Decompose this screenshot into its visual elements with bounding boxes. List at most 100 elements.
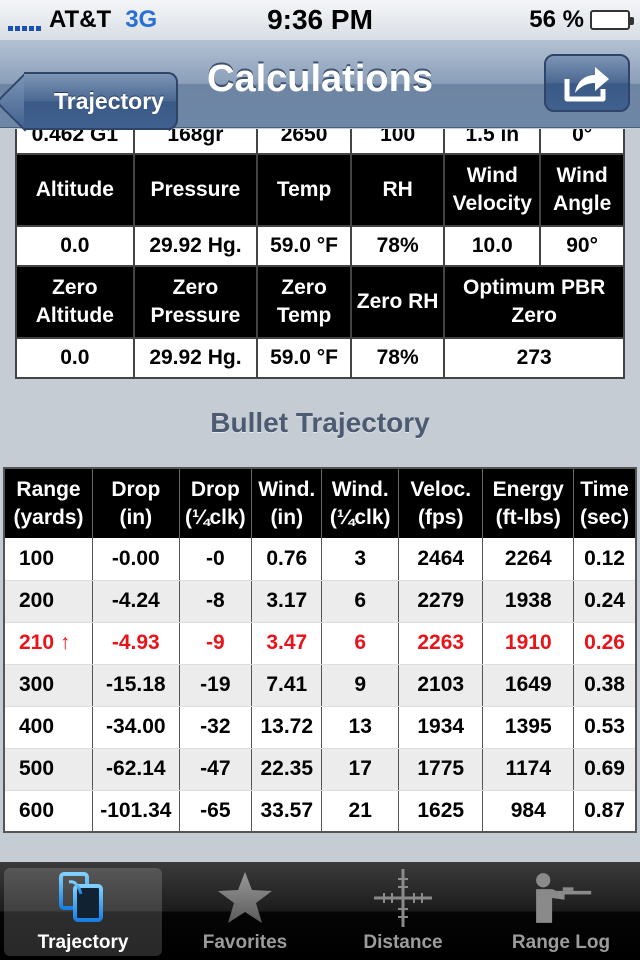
- header-wind-velocity: Wind Velocity: [443, 153, 542, 227]
- status-bar: AT&T 3G 9:36 PM 56 %: [0, 0, 640, 40]
- param-sight-height: 1.5 in: [443, 129, 542, 155]
- crosshair-icon: [374, 869, 432, 927]
- value-zero-altitude: 0.0: [15, 337, 135, 379]
- cell-wind-clk: 6: [321, 580, 399, 623]
- header-optimum-pbr-zero: Optimum PBR Zero: [443, 265, 625, 339]
- cell-wind-in: 33.57: [251, 790, 323, 833]
- value-pressure: 29.92 Hg.: [132, 225, 259, 267]
- back-button[interactable]: Trajectory: [24, 72, 178, 130]
- col-drop-clk: Drop (¼clk): [179, 468, 253, 538]
- header-zero-rh: Zero RH: [349, 265, 446, 339]
- tab-favorites[interactable]: Favorites: [166, 862, 324, 960]
- page-title: Calculations: [207, 58, 433, 100]
- tab-trajectory[interactable]: Trajectory: [4, 868, 162, 956]
- cell-wind-clk: 3: [321, 538, 399, 581]
- network-type: 3G: [125, 6, 158, 33]
- cell-energy: 1910: [482, 622, 575, 665]
- battery-percent: 56 %: [529, 6, 584, 33]
- cell-range: 600: [4, 790, 94, 833]
- value-zero-temp: 59.0 °F: [256, 337, 352, 379]
- rifleman-icon: [536, 873, 592, 923]
- table-row: 210 ↑ -4.93 -9 3.47 6 2263 1910 0.26: [4, 622, 637, 665]
- value-zero-rh: 78%: [349, 337, 446, 379]
- cell-velocity: 2103: [398, 664, 484, 707]
- cell-energy: 2264: [482, 538, 575, 581]
- cell-energy: 1395: [482, 706, 575, 749]
- value-zero-pressure: 29.92 Hg.: [132, 337, 259, 379]
- cell-wind-clk: 21: [321, 790, 399, 833]
- col-wind-clk: Wind. (¼clk): [321, 468, 399, 538]
- cell-range: 300: [4, 664, 94, 707]
- value-optimum-pbr-zero: 273: [443, 337, 625, 379]
- cell-velocity: 2279: [398, 580, 484, 623]
- tab-range-log[interactable]: Range Log: [482, 862, 640, 960]
- header-altitude: Altitude: [15, 153, 135, 227]
- trajectory-table: Range (yards) Drop (in) Drop (¼clk) Wind…: [3, 467, 637, 833]
- cell-drop-in: -101.34: [92, 790, 180, 833]
- content-scroll[interactable]: 0.462 G1 168gr 2650 100 1.5 in 0° Altitu…: [0, 129, 640, 862]
- cell-time: 0.12: [573, 538, 637, 581]
- params-header-row-2: Zero Altitude Zero Pressure Zero Temp Ze…: [15, 265, 625, 339]
- cell-range: 210 ↑: [4, 622, 94, 665]
- navigation-bar: Trajectory Calculations: [0, 40, 640, 130]
- cell-wind-in: 0.76: [251, 538, 323, 581]
- share-button[interactable]: [544, 54, 630, 112]
- cell-velocity: 1625: [398, 790, 484, 833]
- cell-time: 0.53: [573, 706, 637, 749]
- params-header-row-1: Altitude Pressure Temp RH Wind Velocity …: [15, 153, 625, 227]
- cell-energy: 1174: [482, 748, 575, 791]
- parameters-table: 0.462 G1 168gr 2650 100 1.5 in 0° Altitu…: [15, 129, 625, 379]
- cell-velocity: 2263: [398, 622, 484, 665]
- table-row: 300 -15.18 -19 7.41 9 2103 1649 0.38: [4, 664, 637, 707]
- cell-energy: 1649: [482, 664, 575, 707]
- value-wind-angle: 90°: [539, 225, 625, 267]
- cell-wind-in: 13.72: [251, 706, 323, 749]
- cell-drop-clk: -65: [179, 790, 253, 833]
- cell-drop-in: -4.24: [92, 580, 180, 623]
- cell-wind-clk: 17: [321, 748, 399, 791]
- cell-time: 0.38: [573, 664, 637, 707]
- carrier-name: AT&T: [49, 6, 112, 33]
- battery-icon: [590, 10, 634, 30]
- cell-drop-in: -15.18: [92, 664, 180, 707]
- clock: 9:36 PM: [267, 4, 373, 35]
- cell-time: 0.69: [573, 748, 637, 791]
- header-rh: RH: [349, 153, 446, 227]
- cell-drop-clk: -9: [179, 622, 253, 665]
- params-value-row-1: 0.0 29.92 Hg. 59.0 °F 78% 10.0 90°: [15, 225, 625, 267]
- value-temp: 59.0 °F: [256, 225, 352, 267]
- col-energy: Energy (ft-lbs): [482, 468, 575, 538]
- param-muzzle-velocity: 2650: [256, 129, 352, 155]
- section-title: Bullet Trajectory: [210, 407, 430, 438]
- cell-wind-clk: 9: [321, 664, 399, 707]
- param-bullet-weight: 168gr: [132, 129, 259, 155]
- cell-drop-clk: -47: [179, 748, 253, 791]
- params-value-row-2: 0.0 29.92 Hg. 59.0 °F 78% 273: [15, 337, 625, 379]
- tab-distance[interactable]: Distance: [324, 862, 482, 960]
- cell-range: 200: [4, 580, 94, 623]
- header-pressure: Pressure: [132, 153, 259, 227]
- cell-drop-in: -0.00: [92, 538, 180, 581]
- trajectory-header-row: Range (yards) Drop (in) Drop (¼clk) Wind…: [4, 468, 637, 538]
- cell-velocity: 1775: [398, 748, 484, 791]
- cell-drop-in: -4.93: [92, 622, 180, 665]
- param-shot-angle: 0°: [539, 129, 625, 155]
- cell-wind-in: 3.47: [251, 622, 323, 665]
- col-time: Time (sec): [573, 468, 637, 538]
- cell-drop-in: -62.14: [92, 748, 180, 791]
- battery-status: 56 %: [529, 6, 634, 34]
- cell-energy: 1938: [482, 580, 575, 623]
- table-row: 500 -62.14 -47 22.35 17 1775 1174 0.69: [4, 748, 637, 791]
- cell-velocity: 2464: [398, 538, 484, 581]
- col-velocity: Veloc. (fps): [398, 468, 484, 538]
- value-rh: 78%: [349, 225, 446, 267]
- cell-wind-clk: 6: [321, 622, 399, 665]
- tab-label: Favorites: [202, 932, 288, 953]
- tab-label: Trajectory: [37, 932, 129, 953]
- value-altitude: 0.0: [15, 225, 135, 267]
- carrier: AT&T 3G: [8, 6, 157, 34]
- cell-range: 100: [4, 538, 94, 581]
- value-wind-velocity: 10.0: [443, 225, 542, 267]
- cell-drop-clk: -0: [179, 538, 253, 581]
- tab-label: Distance: [363, 932, 443, 953]
